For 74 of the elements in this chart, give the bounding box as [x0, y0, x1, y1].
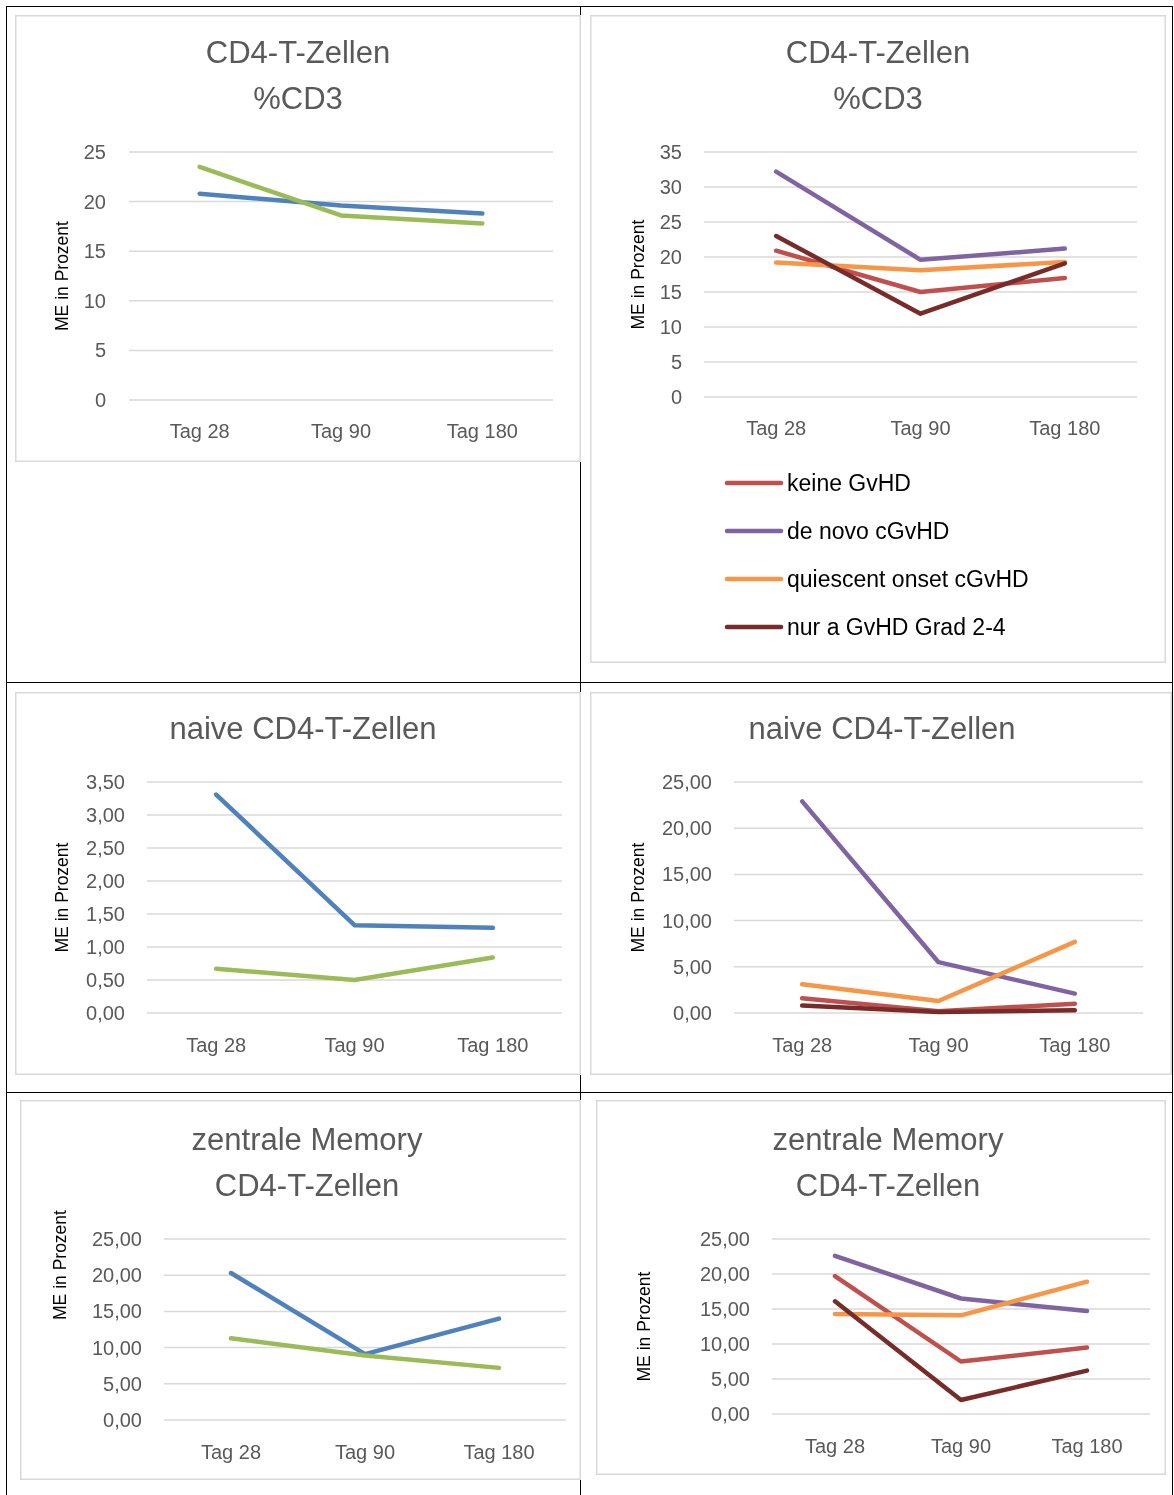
y-tick-label: 5,00 — [673, 955, 712, 978]
x-tick-label: Tag 90 — [310, 420, 372, 442]
y-tick-label: 15,00 — [661, 863, 712, 886]
y-tick-label: 15,00 — [91, 1300, 142, 1323]
chart-title: CD4-T-Zellen %CD3 — [205, 34, 391, 116]
y-tick-label: 2,50 — [86, 837, 125, 859]
y-tick-label: 15 — [83, 240, 106, 263]
x-tick-label: Tag 180 — [463, 1441, 535, 1463]
y-tick-label: 10 — [659, 316, 682, 338]
y-axis-title: ME in Prozent — [50, 1209, 70, 1320]
legend-label: quiescent onset cGvHD — [787, 566, 1029, 592]
y-axis-title: ME in Prozent — [628, 219, 648, 330]
y-tick-label: 1,00 — [86, 936, 125, 958]
legend-label: nur a GvHD Grad 2-4 — [787, 614, 1006, 640]
y-tick-label: 20,00 — [91, 1264, 142, 1287]
y-tick-label: 30 — [659, 176, 682, 198]
legend-label: de novo cGvHD — [787, 518, 950, 544]
y-axis-title: ME in Prozent — [634, 1271, 654, 1382]
x-tick-label: Tag 90 — [334, 1441, 396, 1463]
x-tick-label: Tag 180 — [1051, 1435, 1123, 1457]
y-tick-label: 0,00 — [103, 1409, 142, 1431]
x-tick-label: Tag 90 — [890, 417, 951, 439]
x-tick-label: Tag 180 — [446, 420, 518, 442]
y-tick-label: 35 — [659, 141, 682, 163]
y-axis-title: ME in Prozent — [52, 220, 72, 331]
y-tick-label: 5,00 — [711, 1368, 750, 1390]
y-tick-label: 2,00 — [86, 870, 125, 892]
y-tick-label: 5 — [94, 339, 106, 362]
y-tick-label: 20 — [83, 190, 106, 213]
legend-label: keine GvHD — [787, 470, 911, 496]
y-tick-label: 10,00 — [699, 1333, 750, 1355]
y-tick-label: 25,00 — [91, 1228, 142, 1250]
y-axis-title: ME in Prozent — [628, 842, 648, 953]
x-tick-label: Tag 90 — [930, 1435, 992, 1457]
y-tick-label: 0,00 — [86, 1002, 125, 1024]
x-tick-label: Tag 28 — [186, 1034, 247, 1056]
x-tick-label: Tag 28 — [804, 1435, 866, 1457]
y-tick-label: 20 — [659, 246, 682, 268]
y-tick-label: 0,50 — [86, 969, 125, 991]
x-tick-label: Tag 180 — [1029, 417, 1101, 439]
chart-title: CD4-T-Zellen %CD3 — [785, 34, 971, 116]
y-tick-label: 0 — [670, 386, 682, 408]
y-tick-label: 25 — [83, 141, 106, 163]
y-tick-label: 25,00 — [661, 771, 712, 793]
y-tick-label: 25 — [659, 211, 682, 233]
y-axis-title: ME in Prozent — [52, 842, 72, 953]
x-tick-label: Tag 180 — [457, 1034, 529, 1056]
x-tick-label: Tag 28 — [772, 1034, 833, 1056]
y-tick-label: 5,00 — [103, 1372, 142, 1395]
y-tick-label: 10,00 — [91, 1336, 142, 1359]
x-tick-label: Tag 28 — [200, 1441, 262, 1463]
x-tick-label: Tag 28 — [169, 420, 230, 442]
y-tick-label: 20,00 — [699, 1263, 750, 1285]
y-tick-label: 1,50 — [86, 903, 125, 925]
chart-title: zentrale Memory CD4-T-Zellen — [772, 1121, 1004, 1203]
y-tick-label: 5 — [670, 351, 682, 373]
y-tick-label: 0,00 — [673, 1002, 712, 1024]
y-tick-label: 15,00 — [699, 1298, 750, 1320]
y-tick-label: 10,00 — [661, 909, 712, 932]
x-tick-label: Tag 90 — [324, 1034, 385, 1056]
y-tick-label: 25,00 — [699, 1228, 750, 1250]
x-tick-label: Tag 180 — [1039, 1034, 1111, 1056]
y-tick-label: 20,00 — [661, 817, 712, 840]
chart-title: naive CD4-T-Zellen — [169, 710, 437, 746]
x-tick-label: Tag 90 — [908, 1034, 969, 1056]
chart-title: zentrale Memory CD4-T-Zellen — [191, 1121, 423, 1203]
y-tick-label: 10 — [83, 289, 106, 312]
y-tick-label: 3,50 — [86, 771, 125, 793]
y-tick-label: 15 — [659, 281, 682, 303]
y-tick-label: 3,00 — [86, 804, 125, 826]
y-tick-label: 0 — [94, 389, 106, 411]
chart-title: naive CD4-T-Zellen — [748, 710, 1016, 746]
y-tick-label: 0,00 — [711, 1403, 750, 1425]
x-tick-label: Tag 28 — [746, 417, 807, 439]
